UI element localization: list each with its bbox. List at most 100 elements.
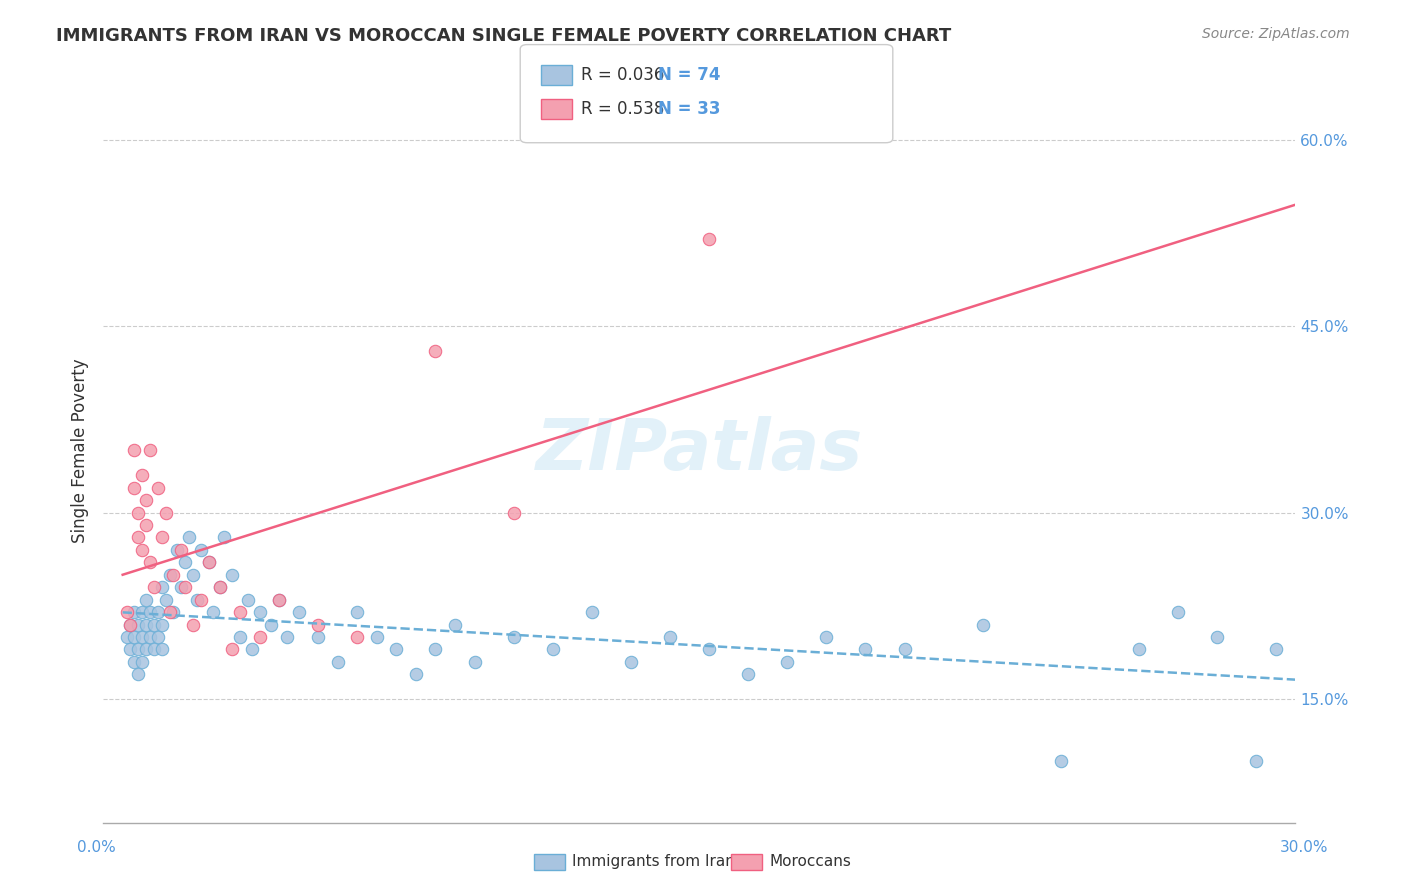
Point (155, 592, 177, 607)
Point (190, 592, 212, 607)
Text: IMMIGRANTS FROM IRAN VS MOROCCAN SINGLE FEMALE POVERTY CORRELATION CHART: IMMIGRANTS FROM IRAN VS MOROCCAN SINGLE … (56, 27, 952, 45)
Point (139, 443, 162, 458)
Point (127, 617, 149, 632)
Point (260, 617, 283, 632)
Point (127, 506, 149, 520)
Point (159, 605, 181, 619)
Point (307, 617, 329, 632)
Point (276, 630, 298, 644)
Point (179, 531, 201, 545)
Point (249, 630, 271, 644)
Point (209, 580, 232, 594)
Point (127, 667, 149, 681)
Point (124, 655, 146, 669)
Point (697, 642, 720, 657)
Point (236, 592, 259, 607)
Point (174, 555, 197, 569)
Text: Moroccans: Moroccans (769, 855, 851, 869)
Point (221, 567, 243, 582)
Point (131, 543, 153, 558)
Point (1050, 754, 1073, 768)
Point (135, 617, 157, 632)
Point (131, 630, 153, 644)
Point (115, 605, 138, 619)
Point (620, 655, 643, 669)
Point (135, 493, 157, 508)
Point (197, 555, 219, 569)
Point (127, 531, 149, 545)
Point (170, 543, 193, 558)
Point (346, 630, 368, 644)
Point (1128, 642, 1150, 657)
Point (1264, 642, 1286, 657)
Point (502, 506, 524, 520)
Point (776, 655, 799, 669)
Point (697, 232, 720, 246)
Point (855, 642, 877, 657)
Point (127, 642, 149, 657)
Point (229, 605, 252, 619)
Point (150, 642, 173, 657)
Text: Immigrants from Iran: Immigrants from Iran (572, 855, 735, 869)
Point (201, 605, 224, 619)
Point (142, 580, 165, 594)
Point (150, 531, 173, 545)
Point (190, 543, 212, 558)
Point (581, 605, 603, 619)
Text: 30.0%: 30.0% (1281, 840, 1329, 855)
Point (155, 506, 177, 520)
Point (146, 605, 169, 619)
Point (366, 630, 388, 644)
Point (131, 605, 153, 619)
Point (170, 580, 193, 594)
Point (214, 531, 236, 545)
Point (159, 567, 181, 582)
Text: R = 0.538: R = 0.538 (581, 100, 664, 118)
Text: R = 0.036: R = 0.036 (581, 66, 664, 84)
Point (1206, 630, 1229, 644)
Point (1167, 605, 1189, 619)
Point (181, 617, 204, 632)
Text: N = 33: N = 33 (658, 100, 720, 118)
Point (267, 592, 290, 607)
Point (174, 580, 197, 594)
Point (124, 605, 146, 619)
Point (135, 518, 157, 533)
Point (502, 630, 524, 644)
Point (181, 567, 204, 582)
Point (1246, 754, 1268, 768)
Text: N = 74: N = 74 (658, 66, 720, 84)
Point (221, 642, 243, 657)
Point (124, 630, 146, 644)
Point (267, 592, 290, 607)
Point (240, 642, 263, 657)
Point (737, 667, 759, 681)
Point (893, 642, 915, 657)
Point (139, 555, 162, 569)
Point (142, 617, 165, 632)
Point (150, 617, 173, 632)
Point (120, 617, 142, 632)
Point (815, 630, 838, 644)
Point (139, 630, 162, 644)
Point (124, 443, 146, 458)
Point (150, 580, 173, 594)
Point (146, 630, 169, 644)
Point (346, 605, 368, 619)
Point (162, 605, 184, 619)
Point (142, 642, 165, 657)
Point (146, 481, 169, 495)
Point (287, 605, 309, 619)
Point (229, 630, 252, 644)
Text: Source: ZipAtlas.com: Source: ZipAtlas.com (1202, 27, 1350, 41)
Point (131, 655, 153, 669)
Point (444, 617, 467, 632)
Point (659, 630, 682, 644)
Point (131, 468, 153, 483)
Point (139, 605, 162, 619)
Point (120, 642, 142, 657)
Text: 0.0%: 0.0% (77, 840, 117, 855)
Point (120, 617, 142, 632)
Point (425, 642, 447, 657)
Point (307, 630, 329, 644)
